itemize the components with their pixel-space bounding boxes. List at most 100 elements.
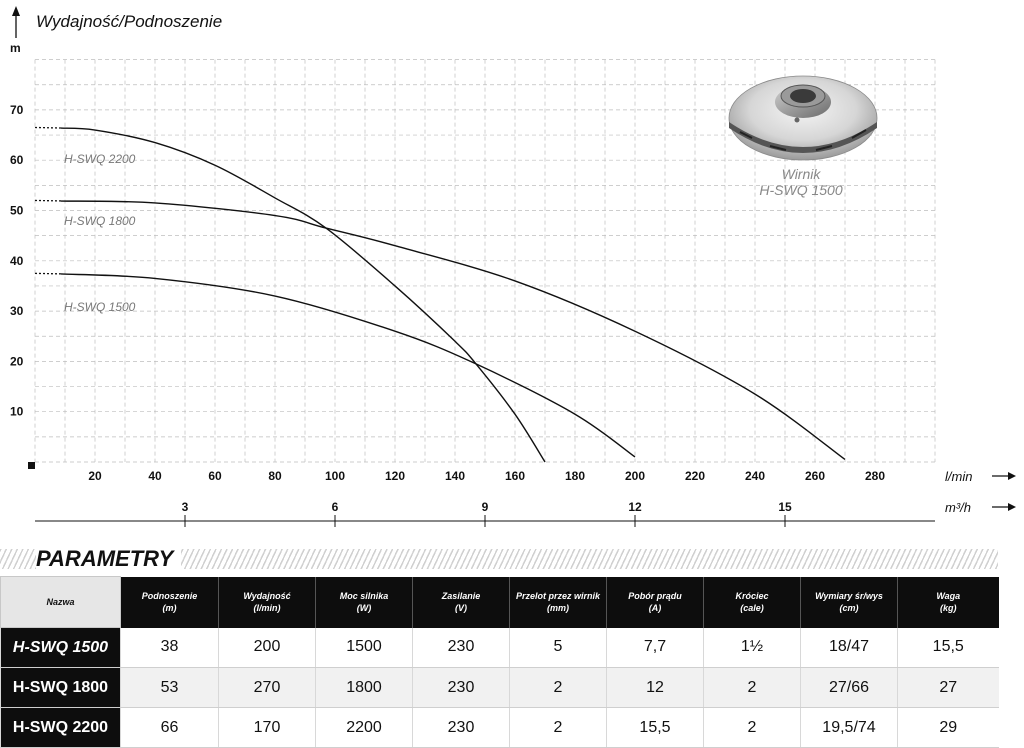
x-tick-label-m3h: 12 [628, 500, 642, 514]
x-tick-label: 260 [805, 469, 825, 483]
table-cell: 29 [897, 707, 999, 748]
series-label-2200: H-SWQ 2200 [64, 152, 136, 166]
table-cell: 38 [120, 627, 219, 668]
series-label-1800: H-SWQ 1800 [64, 214, 136, 228]
x-tick-label-m3h: 15 [778, 500, 792, 514]
y-tick-label: 20 [10, 354, 24, 368]
table-cell: 12 [606, 667, 704, 708]
x-arrowhead-lmin [1008, 472, 1016, 480]
col-header-label: Przelot przez wirnik [515, 591, 601, 601]
y-axis-arrowhead [12, 6, 20, 16]
col-header-unit: (mm) [547, 603, 569, 613]
table-cell: 2 [509, 707, 607, 748]
col-header-unit: (l/min) [253, 603, 281, 613]
table-row: H-SWQ 1800 53 270 1800 230 2 12 2 27/66 27 [0, 667, 999, 708]
impeller-image [728, 75, 878, 161]
table-cell: 15,5 [606, 707, 704, 748]
col-header-label: Króciec [735, 591, 769, 601]
x-tick-label: 200 [625, 469, 645, 483]
x-tick-label: 280 [865, 469, 885, 483]
x-tick-label: 60 [208, 469, 222, 483]
impeller-label: Wirnik [782, 166, 822, 182]
x-tick-label: 160 [505, 469, 525, 483]
table-cell: 200 [218, 627, 316, 668]
col-header-unit: (cale) [740, 603, 764, 613]
col-header-label: Podnoszenie [141, 591, 198, 601]
table-cell: 2 [703, 667, 801, 708]
col-header-unit: (V) [455, 603, 467, 613]
pump-curves [34, 126, 846, 463]
params-header-row: Nazwa Podnoszenie (m) Wydajność (l/min) Moc s… [0, 576, 999, 628]
series-label-1500: H-SWQ 1500 [64, 300, 136, 314]
col-header-label: Zasilanie [441, 591, 481, 601]
table-cell: 230 [412, 627, 510, 668]
table-cell: 2 [703, 707, 801, 748]
series-start-dots [34, 272, 62, 275]
y-tick-label: 70 [10, 103, 24, 117]
series-line [60, 200, 846, 461]
table-row: H-SWQ 1500 38 200 1500 230 5 7,7 1½ 18/47 15,5 [0, 627, 999, 668]
x-tick-label: 80 [268, 469, 282, 483]
params-table: Nazwa Podnoszenie (m) Wydajność (l/min) Moc s… [0, 576, 999, 748]
col-header: Podnoszenie (m) [120, 576, 219, 628]
table-cell: 1500 [315, 627, 413, 668]
params-title: PARAMETRY [36, 546, 182, 572]
table-cell: 270 [218, 667, 316, 708]
col-header: Pobór prądu (A) [606, 576, 704, 628]
table-row: H-SWQ 2200 66 170 2200 230 2 15,5 2 19,5/74 29 [0, 707, 999, 748]
y-tick-label: 60 [10, 153, 24, 167]
y-tick-label: 30 [10, 304, 24, 318]
impeller-model: H-SWQ 1500 [759, 182, 842, 198]
col-header: Nazwa [0, 576, 121, 628]
x-tick-label: 100 [325, 469, 345, 483]
col-header-unit: (kg) [940, 603, 957, 613]
x-tick-label: 220 [685, 469, 705, 483]
col-header: Wydajność (l/min) [218, 576, 316, 628]
table-cell: 230 [412, 707, 510, 748]
x-tick-label: 40 [148, 469, 162, 483]
col-header-unit: (cm) [839, 603, 859, 613]
y-tick-label: 50 [10, 204, 24, 218]
col-header: Waga (kg) [897, 576, 999, 628]
x-tick-label: 140 [445, 469, 465, 483]
model-name-cell: H-SWQ 1500 [0, 627, 121, 668]
y-tick-labels: 10 20 30 40 50 60 70 [10, 103, 24, 419]
table-cell: 230 [412, 667, 510, 708]
col-header: Króciec (cale) [703, 576, 801, 628]
col-header: Zasilanie (V) [412, 576, 510, 628]
col-header-label: Wydajność [243, 591, 291, 601]
table-cell: 5 [509, 627, 607, 668]
x-tick-label: 120 [385, 469, 405, 483]
origin-marker [28, 462, 35, 469]
x-tick-label-m3h: 9 [482, 500, 489, 514]
table-cell: 1½ [703, 627, 801, 668]
model-name-cell: H-SWQ 1800 [0, 667, 121, 708]
x-axis-unit-m3h: m³/h [945, 500, 971, 515]
table-cell: 2200 [315, 707, 413, 748]
model-name-cell: H-SWQ 2200 [0, 707, 121, 748]
table-cell: 1800 [315, 667, 413, 708]
x-axis-unit-lmin: l/min [945, 469, 972, 484]
table-cell: 27 [897, 667, 999, 708]
series-start-dots [34, 199, 62, 202]
col-header-label: Wymiary śr/wys [815, 591, 883, 601]
table-cell: 7,7 [606, 627, 704, 668]
y-axis-title: Wydajność/Podnoszenie [36, 12, 222, 31]
pump-curve-chart: Wydajność/Podnoszenie m 10 20 30 40 50 60 70 2… [10, 6, 1016, 527]
table-cell: 170 [218, 707, 316, 748]
table-cell: 18/47 [800, 627, 898, 668]
col-header: Wymiary śr/wys (cm) [800, 576, 898, 628]
col-header-label: Nazwa [46, 597, 75, 607]
x-tick-labels-m3h: 3 6 9 12 15 [182, 500, 792, 527]
y-tick-label: 10 [10, 405, 24, 419]
col-header-unit: (W) [356, 603, 372, 613]
series-start-dots [34, 126, 62, 129]
x-tick-label: 240 [745, 469, 765, 483]
table-cell: 15,5 [897, 627, 999, 668]
table-cell: 53 [120, 667, 219, 708]
col-header-label: Moc silnika [339, 591, 389, 601]
y-tick-label: 40 [10, 254, 24, 268]
y-axis-unit: m [10, 41, 21, 55]
params-body: H-SWQ 1500 38 200 1500 230 5 7,7 1½ 18/47 15,5 H-S… [0, 627, 999, 748]
col-header: Przelot przez wirnik (mm) [509, 576, 607, 628]
